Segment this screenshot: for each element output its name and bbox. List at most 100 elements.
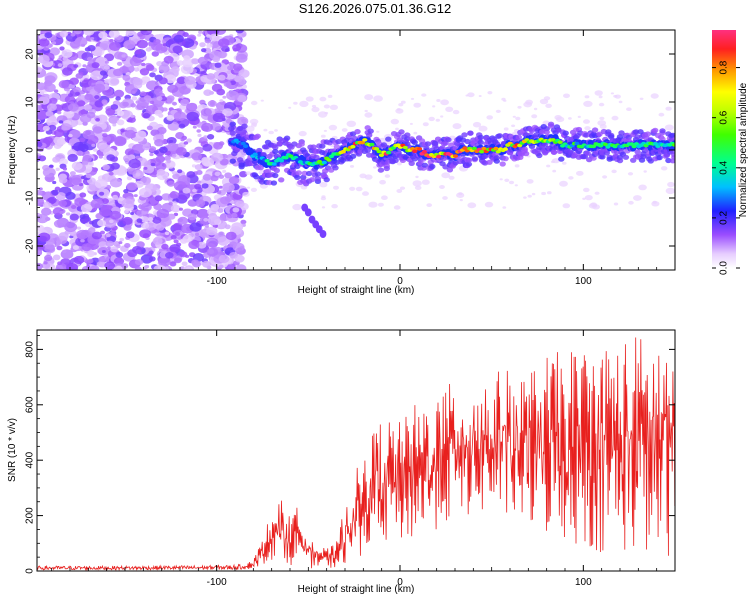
noise-blob <box>104 261 116 270</box>
y-tick-label: -10 <box>25 190 36 205</box>
noise-blob <box>37 213 49 224</box>
noise-blob <box>238 79 247 86</box>
noise-blob <box>166 137 177 145</box>
sparse-blob <box>511 124 516 128</box>
ridge-halo <box>599 150 606 156</box>
ridge-halo <box>392 157 399 164</box>
noise-blob <box>142 144 151 151</box>
noise-blob <box>147 252 153 257</box>
ridge-core <box>479 149 485 154</box>
noise-blob <box>113 257 125 266</box>
ridge-core <box>386 150 392 155</box>
noise-blob <box>58 200 68 207</box>
noise-blob <box>44 83 56 93</box>
noise-blob <box>37 125 43 130</box>
x-tick-label: 100 <box>575 276 592 287</box>
sparse-blob <box>293 101 298 105</box>
noise-blob <box>65 191 76 200</box>
x-tick-label: 0 <box>397 276 403 287</box>
x-tick-label: 0 <box>397 577 403 588</box>
sparse-blob <box>250 123 257 128</box>
colorbar-tick-label: 0.8 <box>719 60 730 74</box>
noise-blob <box>44 32 53 39</box>
noise-blob <box>224 172 233 179</box>
noise-blob <box>178 123 186 129</box>
noise-blob <box>217 74 226 81</box>
noise-blob <box>198 30 203 34</box>
sparse-blob <box>328 124 338 131</box>
noise-blob <box>97 219 107 227</box>
ridge-halo <box>439 145 446 151</box>
noise-blob <box>201 122 214 132</box>
noise-blob <box>42 125 50 132</box>
sparse-blob <box>503 127 509 131</box>
noise-blob <box>69 171 76 176</box>
noise-blob <box>114 265 123 270</box>
noise-blob <box>231 212 238 218</box>
noise-blob <box>143 166 148 170</box>
noise-blob <box>159 217 172 227</box>
sparse-blob <box>602 175 608 179</box>
noise-blob <box>154 195 163 202</box>
noise-blob <box>37 110 48 120</box>
ridge-halo <box>669 132 675 138</box>
sparse-blob <box>582 197 586 200</box>
noise-blob <box>45 110 54 117</box>
sparse-blob <box>398 103 404 107</box>
noise-blob <box>68 133 73 138</box>
y-tick-label: -20 <box>25 238 36 253</box>
secondary-trace-point <box>319 230 327 238</box>
ridge-halo <box>411 139 418 145</box>
noise-blob <box>217 236 230 246</box>
noise-blob <box>40 49 45 53</box>
noise-blob <box>238 69 250 78</box>
ridge-halo <box>283 135 291 141</box>
noise-blob <box>82 64 87 68</box>
ridge-halo <box>445 137 452 143</box>
noise-blob <box>82 129 95 140</box>
sparse-blob <box>452 109 460 115</box>
noise-blob <box>210 203 220 211</box>
noise-blob <box>37 232 51 242</box>
noise-blob <box>80 239 85 243</box>
noise-blob <box>105 233 111 238</box>
noise-blob <box>199 42 206 48</box>
y-tick-label: 20 <box>25 48 36 60</box>
noise-blob <box>212 56 220 63</box>
noise-blob <box>57 110 62 115</box>
noise-blob <box>106 154 115 161</box>
ridge-core <box>493 146 499 151</box>
sparse-blob <box>321 206 326 209</box>
spectrogram-y-axis-label: Frequency (Hz) <box>7 116 18 185</box>
ridge-halo <box>584 150 591 156</box>
snr-frame <box>36 329 676 572</box>
noise-blob <box>52 254 61 261</box>
ridge-halo <box>471 156 478 162</box>
ridge-halo <box>446 167 454 173</box>
sparse-blob <box>395 108 404 114</box>
sparse-blob <box>412 180 422 187</box>
sparse-blob <box>626 107 632 111</box>
noise-blob <box>148 146 157 152</box>
noise-blob <box>149 100 155 105</box>
noise-blob <box>57 63 63 67</box>
sparse-blob <box>250 100 258 106</box>
noise-blob <box>130 114 135 118</box>
noise-blob <box>169 244 181 253</box>
noise-blob <box>105 240 114 247</box>
noise-blob <box>98 256 106 263</box>
noise-blob <box>56 245 63 251</box>
noise-blob <box>127 116 136 123</box>
sparse-blob <box>346 120 357 128</box>
noise-blob <box>47 196 57 204</box>
ridge-halo <box>634 149 641 155</box>
noise-blob <box>166 114 175 121</box>
noise-blob <box>182 187 191 194</box>
noise-blob <box>70 32 76 37</box>
noise-blob <box>194 183 202 190</box>
ridge-halo <box>477 134 484 140</box>
noise-blob <box>150 162 156 167</box>
sparse-blob <box>584 126 591 131</box>
y-tick-label: 400 <box>25 451 36 468</box>
noise-blob <box>79 137 86 143</box>
